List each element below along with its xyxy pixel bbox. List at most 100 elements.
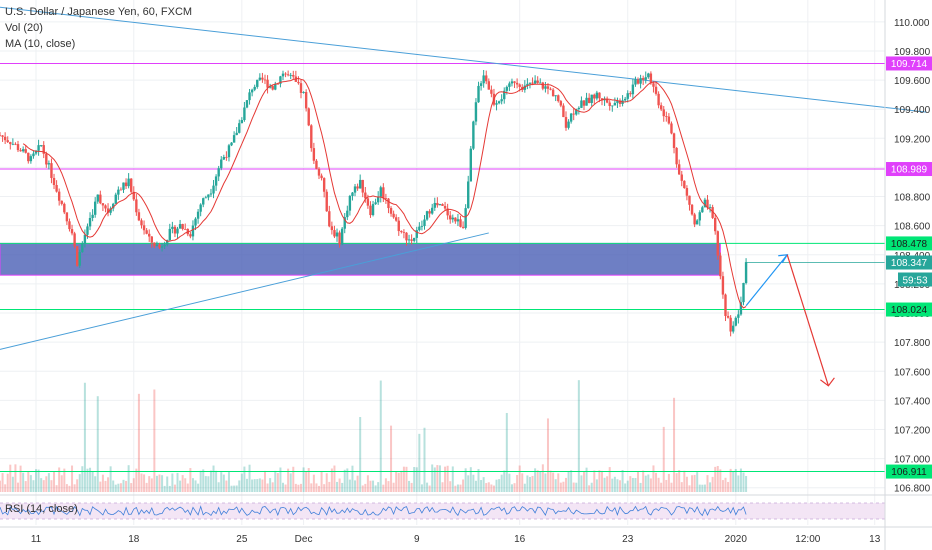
volume-bar [179, 480, 182, 492]
volume-bar [387, 481, 390, 492]
volume-bar [235, 485, 238, 492]
time-tick-label: 9 [414, 534, 420, 545]
candle-body [647, 73, 650, 78]
candle-body [554, 95, 557, 97]
candle-body [523, 85, 527, 90]
candle-body [63, 203, 66, 213]
volume-bars [0, 380, 748, 492]
volume-bar [155, 475, 158, 492]
candle-body [96, 194, 99, 202]
price-tick-label: 107.400 [894, 396, 931, 407]
symbol-title[interactable]: U.S. Dollar / Japanese Yen, 60, FXCM [5, 6, 193, 18]
candle-body [57, 191, 61, 201]
price-axis[interactable]: 110.000109.800109.600109.400109.200109.0… [884, 0, 931, 550]
candle-body [122, 182, 125, 190]
candle-body [431, 207, 434, 214]
volume-bar [678, 470, 681, 492]
candle-body [683, 180, 686, 189]
volume-study-label[interactable]: Vol (20) [5, 22, 43, 34]
volume-bar [0, 480, 1, 492]
volume-bar [186, 483, 189, 492]
volume-bar [184, 478, 187, 492]
volume-bar [508, 473, 511, 492]
candle-body [204, 197, 208, 199]
volume-bar [19, 465, 22, 492]
price-tick-label: 109.800 [894, 47, 931, 58]
volume-bar [374, 485, 377, 492]
candle-body [14, 143, 17, 145]
projection-down-arrowhead [820, 377, 835, 387]
volume-bar [729, 468, 732, 492]
candle-body [16, 144, 20, 151]
ma-study-label[interactable]: MA (10, close) [5, 38, 76, 50]
volume-bar [662, 426, 665, 492]
candle-body [253, 86, 256, 90]
volume-bar [438, 465, 441, 492]
time-axis[interactable]: 11 18 25 Dec 9 16 23 2020 12:00 13 [31, 534, 881, 545]
volume-bar [101, 474, 104, 492]
volume-bar [114, 484, 117, 492]
candle-body [266, 79, 269, 88]
candle-body [297, 81, 300, 84]
candle-body [397, 220, 400, 232]
volume-bar [467, 475, 470, 492]
candle-body [279, 76, 282, 84]
candle-body [304, 92, 308, 109]
candle-body [441, 204, 444, 206]
volume-bar [557, 473, 560, 492]
volume-bar [132, 478, 135, 492]
candle-body [407, 239, 411, 241]
candle-body [695, 220, 699, 225]
volume-bar [498, 479, 501, 492]
volume-bar [688, 485, 691, 492]
volume-bar [333, 465, 336, 492]
volume-bar [611, 478, 614, 492]
volume-bar [665, 479, 668, 492]
candle-body [510, 81, 514, 84]
volume-bar [546, 418, 549, 492]
candle-body [405, 232, 408, 241]
candle-body [418, 226, 421, 231]
candle-body [387, 198, 390, 209]
candle-body [119, 189, 123, 191]
volume-bar [534, 468, 537, 492]
candle-body [616, 100, 619, 103]
volume-bar [63, 468, 66, 492]
candle-body [199, 204, 202, 212]
volume-bar [289, 473, 292, 492]
volume-bar [384, 478, 387, 492]
volume-bar [459, 484, 462, 492]
volume-bar [639, 482, 642, 492]
volume-bar [86, 468, 89, 492]
volume-bar [32, 480, 35, 492]
candle-body [148, 233, 151, 237]
rsi-study-label[interactable]: RSI (14, close) [5, 503, 78, 515]
candle-body [546, 86, 550, 89]
volume-bar [258, 478, 261, 492]
candle-body [626, 93, 629, 99]
volume-bar [243, 466, 246, 492]
volume-bar [351, 465, 354, 492]
volume-bar [372, 480, 375, 492]
volume-bar [68, 485, 71, 492]
candlesticks [0, 69, 748, 337]
candle-body [315, 160, 318, 169]
candle-body [81, 243, 84, 253]
volume-bar [426, 482, 429, 492]
volume-bar [603, 477, 606, 492]
volume-bar [719, 469, 722, 492]
candle-body [636, 79, 640, 84]
volume-bar [40, 478, 43, 492]
candle-body [487, 81, 491, 90]
volume-bar [637, 471, 640, 492]
candle-body [639, 78, 642, 84]
candle-body [394, 217, 398, 221]
candle-body [333, 230, 336, 237]
candle-body [389, 208, 393, 214]
volume-bar [274, 470, 277, 492]
candle-body [191, 225, 195, 237]
volume-bar [35, 469, 38, 492]
volume-bar [222, 474, 225, 492]
volume-bar [516, 475, 519, 492]
